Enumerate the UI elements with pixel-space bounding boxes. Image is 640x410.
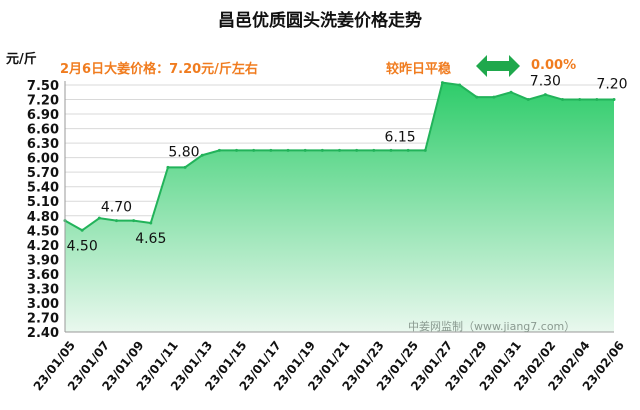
data-point <box>355 148 359 152</box>
y-axis-unit: 元/斤 <box>6 52 37 67</box>
data-point <box>320 148 324 152</box>
y-tick-label: 4.20 <box>27 239 59 254</box>
data-label: 6.15 <box>385 129 416 145</box>
y-tick-label: 2.40 <box>27 326 59 341</box>
data-point <box>303 148 307 152</box>
y-tick-label: 3.60 <box>27 268 59 283</box>
y-tick-label: 5.40 <box>27 181 59 196</box>
data-label: 7.30 <box>530 74 561 90</box>
chart-title: 昌邑优质圆头洗姜价格走势 <box>218 11 422 31</box>
trend-label: 较昨日平稳 <box>386 62 452 77</box>
y-tick-label: 5.70 <box>27 166 59 181</box>
data-point <box>149 221 153 225</box>
y-tick-label: 6.00 <box>27 152 59 167</box>
data-point <box>389 148 393 152</box>
data-point <box>372 148 376 152</box>
data-point <box>612 98 616 102</box>
data-label: 4.65 <box>135 231 166 247</box>
data-point <box>423 148 427 152</box>
change-value: 0.00% <box>531 58 577 73</box>
data-point <box>578 98 582 102</box>
data-point <box>561 98 565 102</box>
y-tick-label: 7.50 <box>27 79 59 94</box>
price-note: 2月6日大姜价格：7.20元/斤左右 <box>60 62 258 77</box>
y-tick-label: 4.50 <box>27 224 59 239</box>
series-area <box>65 82 614 332</box>
data-point <box>543 93 547 97</box>
data-point <box>166 165 170 169</box>
data-point <box>269 148 273 152</box>
data-point <box>475 95 479 99</box>
y-tick-label: 3.30 <box>27 282 59 297</box>
data-point <box>406 148 410 152</box>
double-arrow-icon <box>476 55 520 77</box>
data-point <box>440 81 444 85</box>
y-tick-label: 4.80 <box>27 210 59 225</box>
y-tick-label: 3.00 <box>27 297 59 312</box>
y-tick-label: 5.10 <box>27 195 59 210</box>
data-point <box>235 148 239 152</box>
data-point <box>526 98 530 102</box>
y-tick-label: 6.60 <box>27 123 59 138</box>
data-point <box>509 90 513 94</box>
data-point <box>80 228 84 232</box>
y-tick-label: 2.70 <box>27 311 59 326</box>
data-point <box>183 165 187 169</box>
data-point <box>252 148 256 152</box>
data-point <box>286 148 290 152</box>
y-tick-label: 6.90 <box>27 108 59 123</box>
data-point <box>217 148 221 152</box>
data-point <box>458 83 462 87</box>
data-point <box>338 148 341 152</box>
y-tick-label: 3.90 <box>27 253 59 268</box>
y-tick-label: 7.20 <box>27 94 59 109</box>
data-label: 5.80 <box>168 144 199 160</box>
data-point <box>595 98 599 102</box>
double-arrow-shape <box>476 55 520 77</box>
data-point <box>200 153 204 157</box>
data-point <box>97 216 101 220</box>
data-point <box>492 95 496 99</box>
data-point <box>132 219 136 223</box>
data-point <box>114 219 118 223</box>
data-label: 7.20 <box>596 77 627 93</box>
data-label: 4.70 <box>101 200 132 216</box>
y-tick-label: 6.30 <box>27 137 59 152</box>
data-label: 4.50 <box>67 238 98 254</box>
watermark: 中姜网监制（www.jiang7.com） <box>408 320 576 333</box>
